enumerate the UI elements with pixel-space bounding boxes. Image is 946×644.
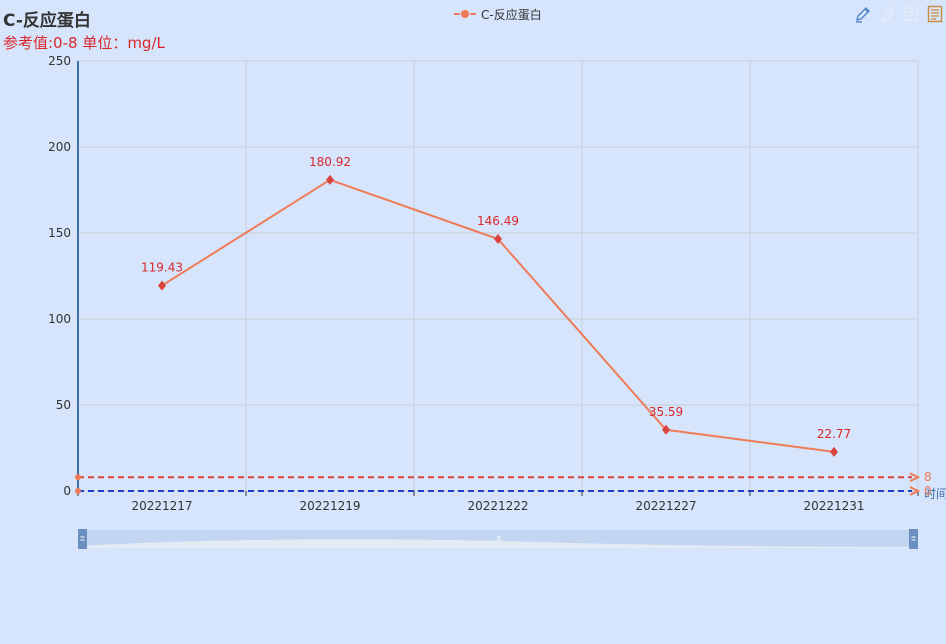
data-point[interactable]: [830, 446, 838, 457]
pencil-icon[interactable]: [854, 5, 872, 23]
reference-line-arrow: [909, 486, 921, 496]
data-point[interactable]: [494, 234, 502, 245]
y-tick-label: 100: [48, 312, 71, 326]
x-tick-label: 20221217: [131, 499, 192, 513]
series-layer: 119.43 180.92 146.49 35.59 22.77: [141, 155, 851, 457]
y-tick-label: 150: [48, 226, 71, 240]
data-zoom-right-handle[interactable]: [909, 529, 918, 549]
toolbox: [854, 5, 944, 23]
y-tick-label: 250: [48, 54, 71, 68]
reference-line-start-marker: [75, 488, 81, 494]
data-label: 35.59: [649, 405, 683, 419]
x-tick-label: 20221231: [803, 499, 864, 513]
reference-line-label: 8: [924, 470, 932, 484]
data-label: 119.43: [141, 261, 183, 275]
y-tick-label: 50: [56, 398, 71, 412]
x-tick-label: 20221219: [299, 499, 360, 513]
x-tick-label: 20221222: [467, 499, 528, 513]
x-axis-name: 时间: [924, 487, 946, 501]
chart-subtitle: 参考值:0-8 单位：mg/L: [3, 34, 165, 52]
data-zoom-left-handle[interactable]: [78, 529, 87, 549]
reference-lines: 80: [75, 470, 932, 498]
legend-swatch: [454, 8, 476, 20]
data-zoom-slider[interactable]: [78, 529, 918, 549]
grid: [77, 60, 919, 492]
data-label: 180.92: [309, 155, 351, 169]
data-point[interactable]: [326, 174, 334, 185]
data-point[interactable]: [158, 280, 166, 291]
axes: 0 50 100 150 200 250 20221217 20221219 20221222 2…: [48, 54, 946, 513]
legend-label: C-反应蛋白: [481, 7, 542, 22]
data-view-icon[interactable]: [926, 5, 944, 23]
reference-line-label: 0: [924, 484, 932, 498]
legend[interactable]: C-反应蛋白: [454, 6, 542, 22]
restore-icon[interactable]: [902, 5, 920, 23]
y-tick-label: 200: [48, 140, 71, 154]
data-label: 146.49: [477, 214, 519, 228]
reference-line-arrow: [909, 472, 921, 483]
eraser-icon[interactable]: [878, 5, 896, 23]
data-zoom-preview: [78, 539, 918, 548]
data-point[interactable]: [662, 424, 670, 435]
data-label: 22.77: [817, 427, 851, 441]
y-tick-label: 0: [63, 484, 71, 498]
x-tick-label: 20221227: [635, 499, 696, 513]
reference-line-start-marker: [75, 474, 81, 481]
chart-title: C-反应蛋白: [3, 11, 91, 31]
